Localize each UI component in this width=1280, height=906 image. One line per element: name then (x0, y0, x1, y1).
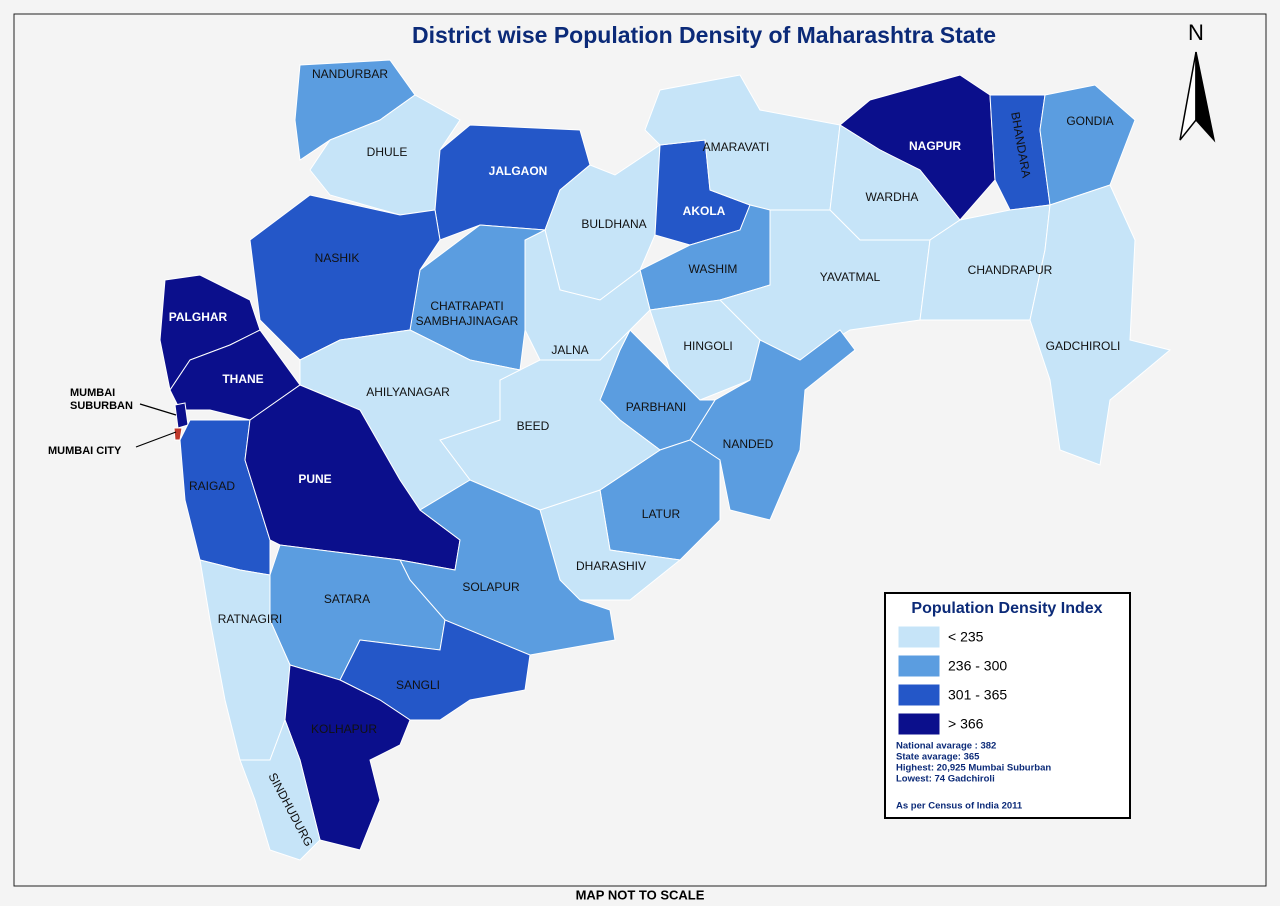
district-label: LATUR (642, 507, 681, 521)
district-label: SANGLI (396, 678, 440, 692)
district-label: DHARASHIV (576, 559, 646, 573)
district (524, 229, 651, 361)
district-label: NANDURBAR (312, 67, 388, 81)
district-label: AKOLA (683, 204, 726, 218)
leader-line (135, 431, 177, 448)
district (179, 419, 271, 576)
footer-note: MAP NOT TO SCALE (576, 887, 705, 902)
district-label: CHATRAPATI SAMBHAJINAGAR (416, 299, 519, 328)
legend-label: > 366 (948, 716, 984, 732)
district-label: GONDIA (1066, 114, 1113, 128)
district-label: RATNAGIRI (218, 612, 282, 626)
legend-swatch (897, 712, 941, 736)
district-label: YAVATMAL (820, 270, 881, 284)
legend-label: 236 - 300 (948, 658, 1007, 674)
legend-note: Lowest: 74 Gadchiroli (896, 774, 995, 785)
district-label: NANDED (723, 437, 774, 451)
district-label: AMARAVATI (703, 140, 770, 154)
district-label: JALNA (551, 343, 588, 357)
district-label: KOLHAPUR (311, 722, 377, 736)
legend-swatch (897, 683, 941, 707)
map-frame (13, 13, 1267, 887)
leader-line (139, 403, 177, 416)
district (239, 718, 321, 861)
district-label: THANE (222, 372, 263, 386)
callout-label: MUMBAI CITY (48, 445, 122, 457)
legend-note: State avarage: 365 (896, 752, 980, 763)
district-label: WARDHA (866, 190, 919, 204)
district-label: JALGAON (489, 164, 548, 178)
map-title: District wise Population Density of Maha… (412, 22, 996, 48)
north-arrow-right (1195, 51, 1216, 143)
district-label: GADCHIROLI (1046, 339, 1121, 353)
district-label: RAIGAD (189, 479, 235, 493)
district-label: DHULE (367, 145, 408, 159)
callout-label: MUMBAI SUBURBAN (70, 387, 133, 412)
legend-title: Population Density Index (911, 600, 1102, 617)
district-label: PALGHAR (169, 310, 228, 324)
legend-note: National avarage : 382 (896, 741, 996, 752)
district-label: HINGOLI (683, 339, 732, 353)
district-label: AHILYANAGAR (366, 385, 450, 399)
district-label: SOLAPUR (462, 580, 520, 594)
legend-label: 301 - 365 (948, 687, 1007, 703)
district-label: PUNE (298, 472, 331, 486)
legend: < 235 236 - 300 301 - 365 > 366 National ava… (896, 625, 1051, 812)
north-label: N (1188, 20, 1204, 45)
legend-source: As per Census of India 2011 (896, 801, 1023, 812)
district-label: SATARA (324, 592, 370, 606)
district-label: NAGPUR (909, 139, 961, 153)
district-label: WASHIM (689, 262, 738, 276)
legend-label: < 235 (948, 629, 984, 645)
district (719, 209, 931, 361)
legend-swatch (897, 625, 941, 649)
north-arrow-left (1179, 51, 1197, 141)
district-label: PARBHANI (626, 400, 686, 414)
legend-note: Highest: 20,925 Mumbai Suburban (896, 763, 1051, 774)
district (1029, 184, 1172, 466)
district (249, 194, 441, 361)
districts: NANDURBAR DHULE JALGAON BULDHANA AKOLA AMARAV… (159, 59, 1172, 861)
legend-swatch (897, 654, 941, 678)
district (1039, 84, 1136, 206)
district-label: BEED (517, 419, 550, 433)
district-label: NASHIK (315, 251, 360, 265)
district-label: BULDHANA (581, 217, 646, 231)
district-label: CHANDRAPUR (968, 263, 1053, 277)
